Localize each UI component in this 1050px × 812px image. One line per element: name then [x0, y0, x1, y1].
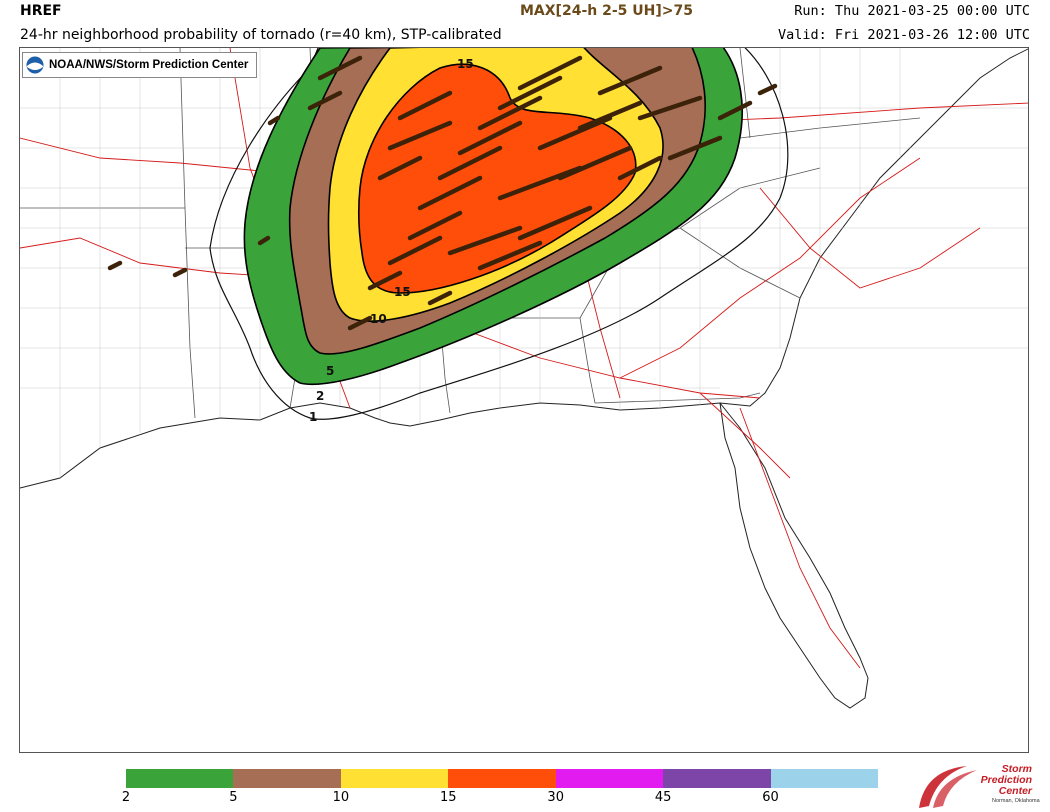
contour-labels: 1 2 5 10 15 15 [309, 57, 474, 424]
uh-swaths [107, 55, 778, 331]
color-legend [126, 769, 878, 788]
map-panel: 1 2 5 10 15 15 NOAA/NWS/Storm Prediction… [19, 47, 1029, 753]
contour-label-15-south: 15 [394, 285, 411, 299]
spc-logo [919, 766, 977, 808]
spc-logo-subtext: Norman, Oklahoma [992, 798, 1040, 804]
contour-label-2: 2 [316, 389, 324, 403]
legend-tick-label: 60 [762, 790, 779, 805]
product-description: 24-hr neighborhood probability of tornad… [20, 27, 502, 43]
credit-text: NOAA/NWS/Storm Prediction Center [49, 59, 249, 71]
legend-swatch [233, 769, 341, 788]
legend-swatch [555, 769, 664, 788]
legend-swatch [770, 769, 878, 788]
legend-tick-label: 15 [440, 790, 457, 805]
noaa-logo-icon [26, 56, 44, 74]
spc-logo-text: Storm Prediction Center [980, 763, 1032, 797]
legend-tick-label: 5 [229, 790, 238, 805]
legend-swatch [340, 769, 449, 788]
legend-swatch [663, 769, 771, 788]
credit-box: NOAA/NWS/Storm Prediction Center [22, 52, 258, 78]
valid-time: Valid: Fri 2021-03-26 12:00 UTC [778, 27, 1030, 43]
contour-label-10: 10 [370, 312, 387, 326]
contour-1 [209, 48, 789, 420]
contour-label-15-north: 15 [457, 57, 474, 71]
legend-tick-label: 10 [332, 790, 350, 805]
run-time: Run: Thu 2021-03-25 00:00 UTC [794, 3, 1030, 19]
model-name: HREF [20, 3, 62, 19]
field-title: MAX[24-h 2-5 UH]>75 [520, 3, 693, 19]
legend-swatch [126, 769, 234, 788]
legend-tick-label: 30 [547, 790, 564, 805]
contour-label-1: 1 [309, 410, 317, 424]
legend-tick-label: 2 [121, 790, 131, 805]
probability-map: 1 2 5 10 15 15 [20, 48, 1028, 709]
contour-label-5: 5 [326, 364, 334, 378]
legend-swatch [448, 769, 556, 788]
legend-tick-label: 45 [654, 790, 672, 805]
